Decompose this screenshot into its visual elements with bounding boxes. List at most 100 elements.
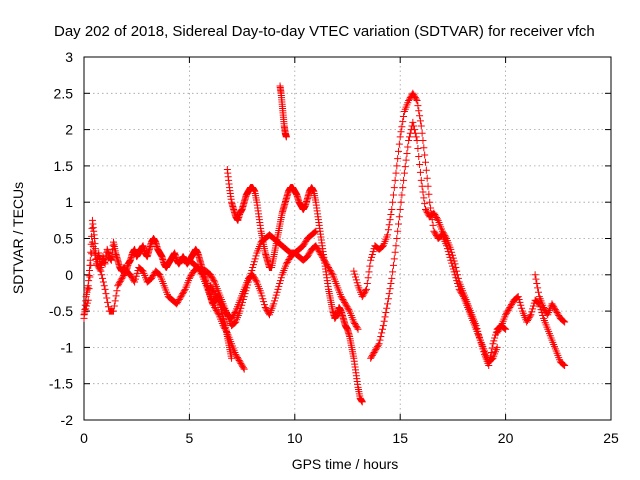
data-point bbox=[179, 288, 187, 296]
data-point bbox=[367, 256, 375, 264]
y-tick-label: 0.5 bbox=[54, 231, 74, 247]
data-point bbox=[450, 257, 458, 265]
data-point bbox=[211, 303, 219, 311]
data-point bbox=[317, 250, 325, 258]
data-point bbox=[351, 319, 359, 327]
data-point bbox=[324, 262, 332, 270]
data-point bbox=[364, 274, 372, 282]
data-point bbox=[126, 271, 134, 279]
data-point bbox=[523, 318, 531, 326]
data-point bbox=[416, 112, 424, 120]
data-point bbox=[221, 325, 229, 333]
data-point bbox=[508, 299, 516, 307]
series-track-j bbox=[531, 271, 569, 326]
data-point bbox=[390, 184, 398, 192]
data-point bbox=[93, 261, 101, 269]
data-point bbox=[412, 133, 420, 141]
data-point bbox=[551, 304, 559, 312]
data-point bbox=[115, 279, 123, 287]
data-point bbox=[325, 265, 333, 273]
data-point bbox=[478, 342, 486, 350]
data-point bbox=[99, 274, 107, 282]
data-point bbox=[119, 273, 127, 281]
data-point bbox=[476, 336, 484, 344]
data-point bbox=[400, 176, 408, 184]
data-point bbox=[208, 274, 216, 282]
data-point bbox=[234, 355, 242, 363]
data-point bbox=[508, 301, 516, 309]
data-point bbox=[99, 278, 107, 286]
data-point bbox=[251, 275, 259, 283]
data-point bbox=[258, 292, 266, 300]
data-point bbox=[214, 295, 222, 303]
data-point bbox=[354, 325, 362, 333]
data-point bbox=[529, 302, 537, 310]
data-point bbox=[502, 309, 510, 317]
data-point bbox=[454, 274, 462, 282]
data-point bbox=[441, 232, 449, 240]
data-point bbox=[422, 166, 430, 174]
data-point bbox=[427, 204, 435, 212]
data-point bbox=[322, 259, 330, 267]
data-point bbox=[212, 305, 220, 313]
data-point bbox=[312, 242, 320, 250]
data-point bbox=[95, 264, 103, 272]
data-point bbox=[411, 92, 419, 100]
data-point bbox=[114, 282, 122, 290]
data-point bbox=[561, 362, 569, 370]
data-point bbox=[81, 308, 89, 316]
data-point bbox=[276, 280, 284, 288]
data-point bbox=[177, 293, 185, 301]
data-point bbox=[550, 303, 558, 311]
data-point bbox=[358, 398, 366, 406]
series-track-f bbox=[276, 82, 290, 141]
data-point bbox=[229, 311, 237, 319]
data-point bbox=[429, 221, 437, 229]
data-point bbox=[417, 176, 425, 184]
data-point bbox=[361, 288, 369, 296]
y-tick-label: 3 bbox=[65, 49, 73, 65]
data-point bbox=[397, 128, 405, 136]
data-point bbox=[540, 305, 548, 313]
data-point bbox=[527, 311, 535, 319]
y-tick-label: -0.5 bbox=[49, 303, 73, 319]
data-point bbox=[397, 198, 405, 206]
data-point bbox=[350, 267, 358, 275]
data-point bbox=[392, 242, 400, 250]
data-point bbox=[489, 340, 497, 348]
data-point bbox=[384, 300, 392, 308]
data-point bbox=[216, 298, 224, 306]
data-point bbox=[250, 274, 258, 282]
data-point bbox=[133, 269, 141, 277]
data-point bbox=[393, 162, 401, 170]
data-point bbox=[432, 230, 440, 238]
data-point bbox=[394, 227, 402, 235]
data-point bbox=[303, 253, 311, 261]
data-point bbox=[360, 290, 368, 298]
data-point bbox=[432, 213, 440, 221]
y-tick-label: 2.5 bbox=[54, 85, 74, 101]
data-point bbox=[110, 307, 118, 315]
data-point bbox=[539, 311, 547, 319]
data-point bbox=[128, 274, 136, 282]
data-point bbox=[442, 233, 450, 241]
data-point bbox=[516, 298, 524, 306]
data-point bbox=[387, 280, 395, 288]
data-point bbox=[180, 287, 188, 295]
data-point bbox=[388, 274, 396, 282]
data-point bbox=[98, 271, 106, 279]
y-tick-label: 1.5 bbox=[54, 158, 74, 174]
data-point bbox=[222, 308, 230, 316]
data-point bbox=[555, 311, 563, 319]
data-point bbox=[240, 365, 248, 373]
y-tick-label: -1.5 bbox=[49, 376, 73, 392]
series-track-i bbox=[493, 293, 569, 370]
data-point bbox=[426, 198, 434, 206]
data-point bbox=[393, 235, 401, 242]
data-point bbox=[209, 286, 217, 294]
data-point bbox=[147, 274, 155, 282]
data-point bbox=[472, 322, 480, 330]
data-point bbox=[351, 270, 359, 278]
data-point bbox=[515, 295, 523, 303]
data-point bbox=[314, 246, 322, 254]
